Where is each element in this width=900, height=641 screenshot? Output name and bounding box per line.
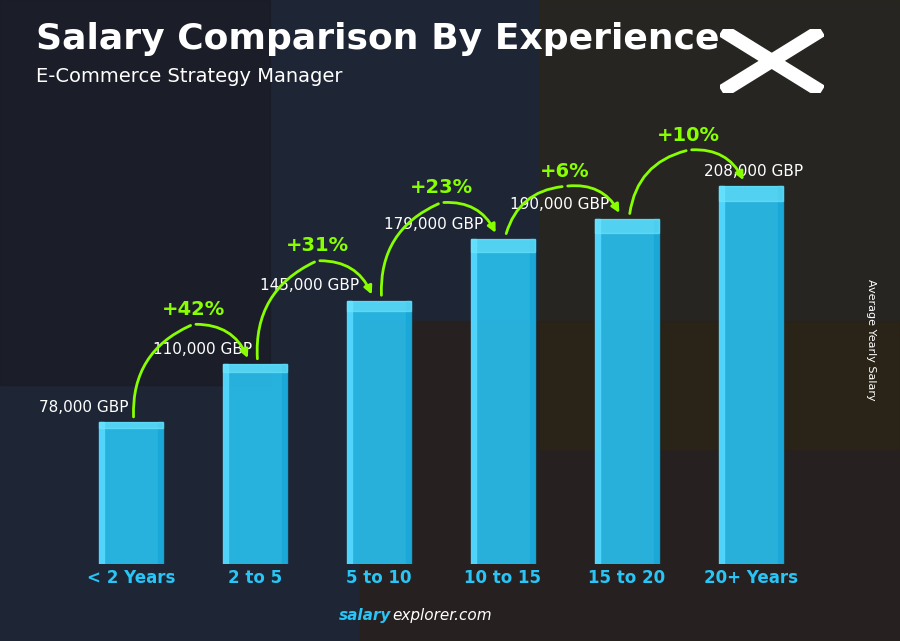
Bar: [718, 187, 724, 564]
Text: E-Commerce Strategy Manager: E-Commerce Strategy Manager: [36, 67, 343, 87]
Bar: [346, 301, 352, 564]
Text: 145,000 GBP: 145,000 GBP: [260, 278, 359, 294]
Bar: [654, 219, 659, 564]
Bar: [99, 422, 104, 564]
Bar: [283, 364, 287, 564]
Bar: [99, 422, 164, 428]
Text: +10%: +10%: [657, 126, 720, 144]
Text: 78,000 GBP: 78,000 GBP: [40, 400, 129, 415]
Bar: [99, 422, 164, 564]
Bar: [346, 301, 411, 564]
Text: 190,000 GBP: 190,000 GBP: [510, 197, 609, 212]
Bar: [595, 219, 659, 233]
Text: salary: salary: [339, 608, 392, 623]
Bar: [595, 219, 599, 564]
Bar: [223, 364, 228, 564]
Text: 179,000 GBP: 179,000 GBP: [384, 217, 483, 231]
Bar: [406, 301, 411, 564]
Bar: [718, 187, 783, 564]
Bar: [540, 0, 900, 449]
Text: 110,000 GBP: 110,000 GBP: [154, 342, 253, 357]
Bar: [223, 364, 287, 372]
Bar: [158, 422, 164, 564]
Text: +6%: +6%: [540, 162, 590, 181]
Text: 208,000 GBP: 208,000 GBP: [704, 164, 803, 179]
Bar: [471, 239, 536, 564]
Text: explorer.com: explorer.com: [392, 608, 492, 623]
Text: +31%: +31%: [285, 237, 348, 255]
Bar: [346, 301, 411, 312]
Bar: [718, 187, 783, 201]
Bar: [530, 239, 536, 564]
Bar: [778, 187, 783, 564]
Bar: [471, 239, 536, 252]
Bar: [223, 364, 287, 564]
Bar: [471, 239, 476, 564]
Bar: [360, 320, 900, 641]
Bar: [0, 0, 270, 385]
Bar: [595, 219, 659, 564]
Text: +42%: +42%: [161, 300, 225, 319]
Text: Average Yearly Salary: Average Yearly Salary: [866, 279, 877, 401]
Text: +23%: +23%: [410, 178, 472, 197]
Text: Salary Comparison By Experience: Salary Comparison By Experience: [36, 22, 719, 56]
